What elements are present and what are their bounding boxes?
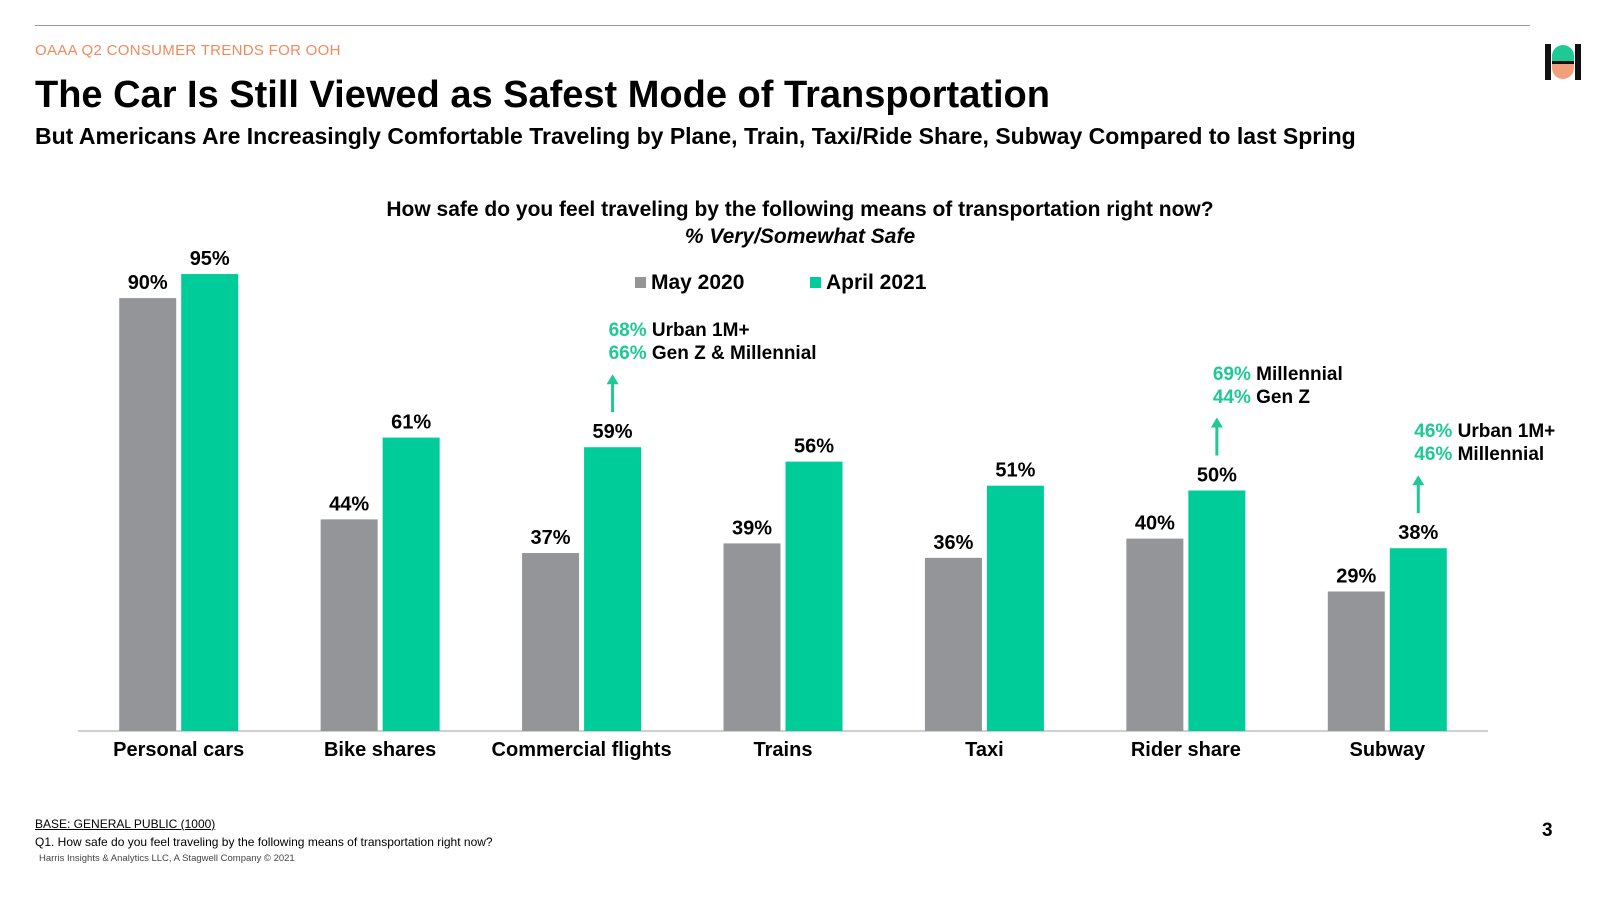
callout-line: 66% Gen Z & Millennial — [609, 342, 817, 365]
bar-april-2021-commercial-flights — [584, 447, 642, 731]
callout-line: 68% Urban 1M+ — [609, 319, 817, 342]
data-label-may-2020-personal-cars: 90% — [128, 272, 168, 294]
data-label-april-2021-subway: 38% — [1398, 522, 1438, 544]
chart-subtitle: % Very/Somewhat Safe — [684, 225, 916, 248]
category-label-bike-shares: Bike shares — [324, 739, 436, 761]
callout-line: 44% Gen Z — [1213, 386, 1343, 409]
data-label-april-2021-personal-cars: 95% — [190, 248, 230, 270]
bar-may-2020-rider-share — [1126, 538, 1184, 731]
bar-april-2021-trains — [785, 461, 843, 731]
legend-label-may-2020: May 2020 — [651, 271, 745, 294]
callout-line: 69% Millennial — [1213, 363, 1343, 386]
legend-april-2021: April 2021 — [810, 271, 926, 295]
data-label-may-2020-commercial-flights: 37% — [531, 527, 571, 549]
data-label-april-2021-trains: 56% — [794, 436, 834, 458]
legend-label-april-2021: April 2021 — [826, 271, 927, 294]
bar-may-2020-personal-cars — [119, 298, 177, 731]
data-label-april-2021-rider-share: 50% — [1197, 465, 1237, 487]
bar-may-2020-taxi — [924, 557, 982, 731]
callout-pct: 66% — [608, 343, 647, 365]
data-label-may-2020-trains: 39% — [732, 517, 772, 539]
bar-may-2020-bike-shares — [320, 519, 378, 731]
data-label-may-2020-taxi: 36% — [933, 532, 973, 554]
report-kicker: OAAA Q2 CONSUMER TRENDS FOR OOH — [35, 42, 341, 59]
data-label-may-2020-bike-shares: 44% — [329, 493, 369, 515]
copyright-note: Harris Insights & Analytics LLC, A Stagw… — [39, 853, 295, 864]
data-label-may-2020-subway: 29% — [1336, 566, 1376, 588]
legend-may-2020: May 2020 — [635, 271, 744, 295]
data-label-april-2021-commercial-flights: 59% — [593, 421, 633, 443]
callout-label: Millennial — [1250, 363, 1343, 385]
bar-may-2020-trains — [723, 543, 781, 731]
category-label-taxi: Taxi — [965, 739, 1004, 761]
harris-logo-icon — [1545, 44, 1581, 80]
callout-arrow-rider-share-head — [1210, 417, 1223, 428]
data-label-april-2021-bike-shares: 61% — [391, 412, 431, 434]
callout-label: Gen Z — [1250, 386, 1310, 408]
legend-swatch-gray — [635, 277, 646, 288]
chart-title: How safe do you feel traveling by the fo… — [386, 198, 1214, 221]
question-note: Q1. How safe do you feel traveling by th… — [35, 835, 493, 849]
category-label-trains: Trains — [754, 739, 813, 761]
bar-april-2021-bike-shares — [382, 437, 440, 731]
data-label-may-2020-rider-share: 40% — [1135, 513, 1175, 535]
category-label-subway: Subway — [1349, 739, 1425, 761]
category-label-personal-cars: Personal cars — [113, 739, 244, 761]
callout-pct: 46% — [1414, 444, 1453, 466]
bar-may-2020-subway — [1327, 591, 1385, 731]
bar-april-2021-personal-cars — [181, 274, 239, 731]
callout-arrow-subway-head — [1412, 475, 1425, 486]
callout-line: 46% Millennial — [1414, 443, 1555, 466]
callout-arrow-commercial-flights-head — [606, 374, 619, 385]
top-divider — [35, 25, 1530, 26]
category-label-commercial-flights: Commercial flights — [492, 739, 672, 761]
data-label-april-2021-taxi: 51% — [995, 460, 1035, 482]
callout-pct: 44% — [1212, 386, 1251, 408]
base-note: BASE: GENERAL PUBLIC (1000) — [35, 817, 216, 831]
bar-april-2021-rider-share — [1188, 490, 1246, 731]
bar-april-2021-taxi — [986, 485, 1044, 731]
callout-pct: 68% — [608, 320, 647, 342]
callout-label: Gen Z & Millennial — [646, 343, 817, 365]
legend-swatch-green — [810, 277, 821, 288]
callout-pct: 46% — [1414, 421, 1453, 443]
callout-commercial-flights: 68% Urban 1M+ 66% Gen Z & Millennial — [609, 319, 817, 365]
page-number: 3 — [1542, 820, 1553, 841]
callout-label: Urban 1M+ — [646, 320, 750, 342]
callout-rider-share: 69% Millennial 44% Gen Z — [1213, 363, 1343, 409]
bar-may-2020-commercial-flights — [522, 553, 580, 731]
bar-april-2021-subway — [1389, 548, 1447, 731]
callout-subway: 46% Urban 1M+ 46% Millennial — [1414, 420, 1555, 466]
page-subtitle: But Americans Are Increasingly Comfortab… — [35, 123, 1356, 149]
category-label-rider-share: Rider share — [1131, 739, 1241, 761]
page-title: The Car Is Still Viewed as Safest Mode o… — [35, 74, 1050, 116]
callout-line: 46% Urban 1M+ — [1414, 420, 1555, 443]
callout-pct: 69% — [1212, 363, 1251, 385]
callout-label: Millennial — [1452, 444, 1545, 466]
callout-label: Urban 1M+ — [1452, 421, 1556, 443]
